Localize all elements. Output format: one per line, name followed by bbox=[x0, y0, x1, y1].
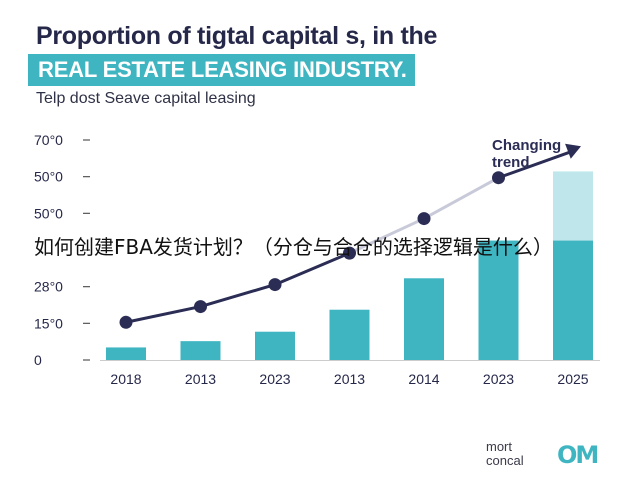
trend-point bbox=[119, 315, 133, 329]
bar bbox=[404, 278, 444, 360]
labels-group: 2018 2013 2023 2013 2014 2023 2025 Changingtren… bbox=[110, 137, 588, 387]
bar-forecast bbox=[553, 171, 593, 241]
trend-arrow-head bbox=[565, 143, 581, 159]
x-tick-label: 2023 bbox=[259, 371, 290, 387]
trend-point bbox=[492, 171, 505, 185]
overlay-caption: 如何创建FBA发货计划？（分仓与合仓的选择逻辑是什么） bbox=[34, 235, 553, 259]
bar bbox=[553, 240, 593, 360]
brand-name: mort concal bbox=[486, 440, 546, 468]
bars-group bbox=[106, 171, 593, 360]
trend-point bbox=[268, 278, 282, 292]
bar bbox=[106, 347, 146, 360]
x-tick-label: 2023 bbox=[483, 371, 514, 387]
trend-group bbox=[119, 143, 581, 329]
bar bbox=[329, 309, 370, 360]
brand-name-line1: mort bbox=[486, 439, 512, 454]
trend-point bbox=[343, 246, 356, 260]
trend-line-actual bbox=[125, 251, 351, 324]
y-tick-label: 28°0 bbox=[34, 279, 63, 295]
chart-title-banner: REAL ESTATE LEASING INDUSTRY. bbox=[28, 54, 415, 86]
trend-annotation-line2: trend bbox=[492, 154, 530, 171]
trend-point bbox=[194, 300, 207, 314]
y-tick-label: 15°0 bbox=[34, 315, 63, 331]
y-tick-label: 70°0 bbox=[34, 132, 63, 148]
x-tick-label: 2013 bbox=[185, 371, 216, 387]
y-tick-label: 50°0 bbox=[34, 205, 63, 221]
chart-subtitle: Telp dost Seave capital leasing bbox=[36, 90, 256, 107]
trend-point bbox=[417, 212, 431, 226]
x-tick-label: 2014 bbox=[408, 371, 439, 387]
brand-name-line2: concal bbox=[486, 453, 524, 468]
trend-arrow-line bbox=[497, 148, 576, 180]
bar bbox=[255, 331, 295, 360]
trend-annotation-line1: Changing bbox=[492, 137, 561, 154]
axis-group: 0 15°0 28°0 50°0 50°0 70°0 bbox=[34, 132, 600, 368]
chart-title: Proportion of tigtal capital s, in the bbox=[36, 22, 438, 50]
y-tick-label: 50°0 bbox=[34, 169, 63, 185]
y-tick-label: 0 bbox=[34, 352, 42, 368]
bar bbox=[478, 240, 519, 360]
bar bbox=[180, 341, 221, 360]
x-tick-label: 2013 bbox=[334, 371, 365, 387]
x-tick-label: 2018 bbox=[110, 371, 141, 387]
x-tick-label: 2025 bbox=[557, 371, 588, 387]
brand-logo: OM bbox=[557, 441, 599, 469]
